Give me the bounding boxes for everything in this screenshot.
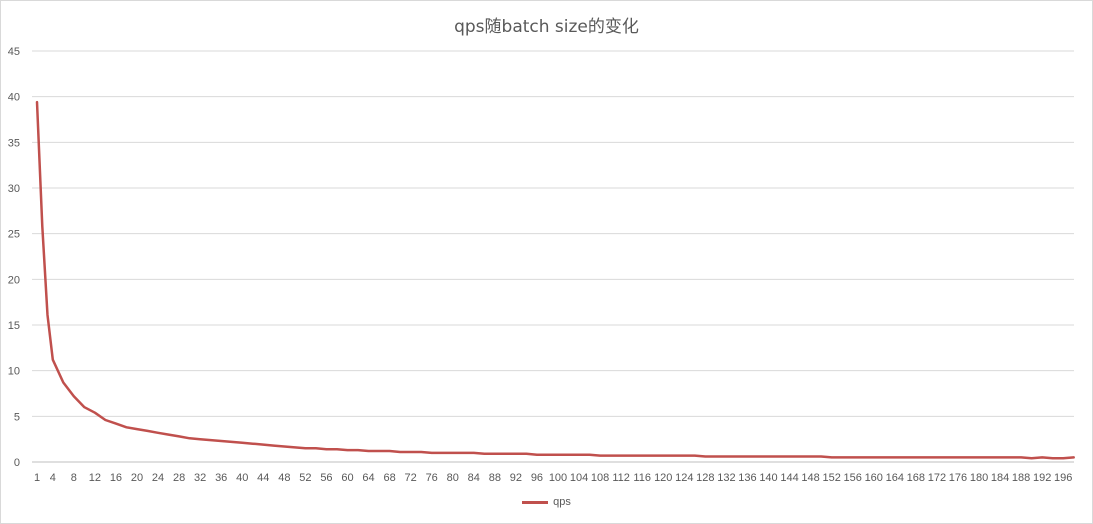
x-tick-label-152: 152 (822, 472, 840, 484)
x-tick-label-84: 84 (468, 472, 480, 484)
legend-label-qps: qps (553, 496, 571, 508)
x-tick-label-80: 80 (447, 472, 459, 484)
legend-swatch-qps (522, 500, 549, 504)
x-tick-label-100: 100 (549, 472, 567, 484)
x-tick-label-76: 76 (426, 472, 438, 484)
x-tick-label-172: 172 (928, 472, 946, 484)
x-tick-label-124: 124 (675, 472, 693, 484)
x-tick-label-56: 56 (320, 472, 332, 484)
x-tick-label-108: 108 (591, 472, 609, 484)
x-tick-label-144: 144 (780, 472, 798, 484)
y-tick-label-15: 15 (8, 320, 20, 332)
y-tick-label-40: 40 (8, 92, 20, 104)
x-tick-label-132: 132 (717, 472, 735, 484)
x-tick-label-32: 32 (194, 472, 206, 484)
x-tick-label-24: 24 (152, 472, 164, 484)
x-tick-label-48: 48 (278, 472, 290, 484)
x-tick-label-8: 8 (71, 472, 77, 484)
x-tick-label-188: 188 (1012, 472, 1030, 484)
y-tick-label-25: 25 (8, 229, 20, 241)
x-tick-label-180: 180 (970, 472, 988, 484)
series-layer (35, 100, 1075, 460)
x-tick-label-192: 192 (1033, 472, 1051, 484)
y-axis-ticks: 0 5 10 15 20 25 30 35 40 45 (8, 46, 20, 469)
x-tick-label-156: 156 (844, 472, 862, 484)
x-tick-label-116: 116 (633, 472, 651, 484)
x-tick-label-148: 148 (801, 472, 819, 484)
x-tick-label-96: 96 (531, 472, 543, 484)
x-tick-label-160: 160 (865, 472, 883, 484)
x-tick-label-4: 4 (50, 472, 56, 484)
x-tick-label-128: 128 (696, 472, 714, 484)
x-tick-label-28: 28 (173, 472, 185, 484)
x-tick-label-1: 1 (34, 472, 40, 484)
legend: qps (0, 496, 1093, 508)
x-tick-label-52: 52 (299, 472, 311, 484)
x-tick-label-164: 164 (886, 472, 904, 484)
x-tick-label-140: 140 (759, 472, 777, 484)
grid-lines (32, 50, 1074, 463)
x-tick-label-16: 16 (110, 472, 122, 484)
y-tick-label-10: 10 (8, 366, 20, 378)
x-tick-label-168: 168 (907, 472, 925, 484)
x-axis-ticks: 1 4 8 12 16 20 24 28 32 36 40 44 48 52 56 60 64 68 72 76 80 8… (34, 472, 1072, 484)
x-tick-label-64: 64 (362, 472, 374, 484)
x-tick-label-72: 72 (405, 472, 417, 484)
y-tick-label-20: 20 (8, 274, 20, 286)
y-tick-label-0: 0 (14, 457, 20, 469)
x-tick-label-196: 196 (1054, 472, 1072, 484)
x-tick-label-68: 68 (383, 472, 395, 484)
series-line-qps (35, 100, 1075, 460)
y-tick-label-45: 45 (8, 46, 20, 58)
x-tick-label-44: 44 (257, 472, 269, 484)
x-tick-label-88: 88 (489, 472, 501, 484)
x-tick-label-60: 60 (341, 472, 353, 484)
x-tick-label-184: 184 (991, 472, 1009, 484)
x-tick-label-104: 104 (570, 472, 588, 484)
y-tick-label-5: 5 (14, 411, 20, 423)
x-tick-label-176: 176 (949, 472, 967, 484)
x-tick-label-112: 112 (612, 472, 630, 484)
x-tick-label-40: 40 (236, 472, 248, 484)
x-tick-label-20: 20 (131, 472, 143, 484)
y-tick-label-35: 35 (8, 137, 20, 149)
x-tick-label-136: 136 (738, 472, 756, 484)
x-tick-label-120: 120 (654, 472, 672, 484)
x-tick-label-92: 92 (510, 472, 522, 484)
x-tick-label-12: 12 (89, 472, 101, 484)
x-tick-label-36: 36 (215, 472, 227, 484)
chart-title: qps随batch size的变化 (454, 17, 639, 37)
y-tick-label-30: 30 (8, 183, 20, 195)
